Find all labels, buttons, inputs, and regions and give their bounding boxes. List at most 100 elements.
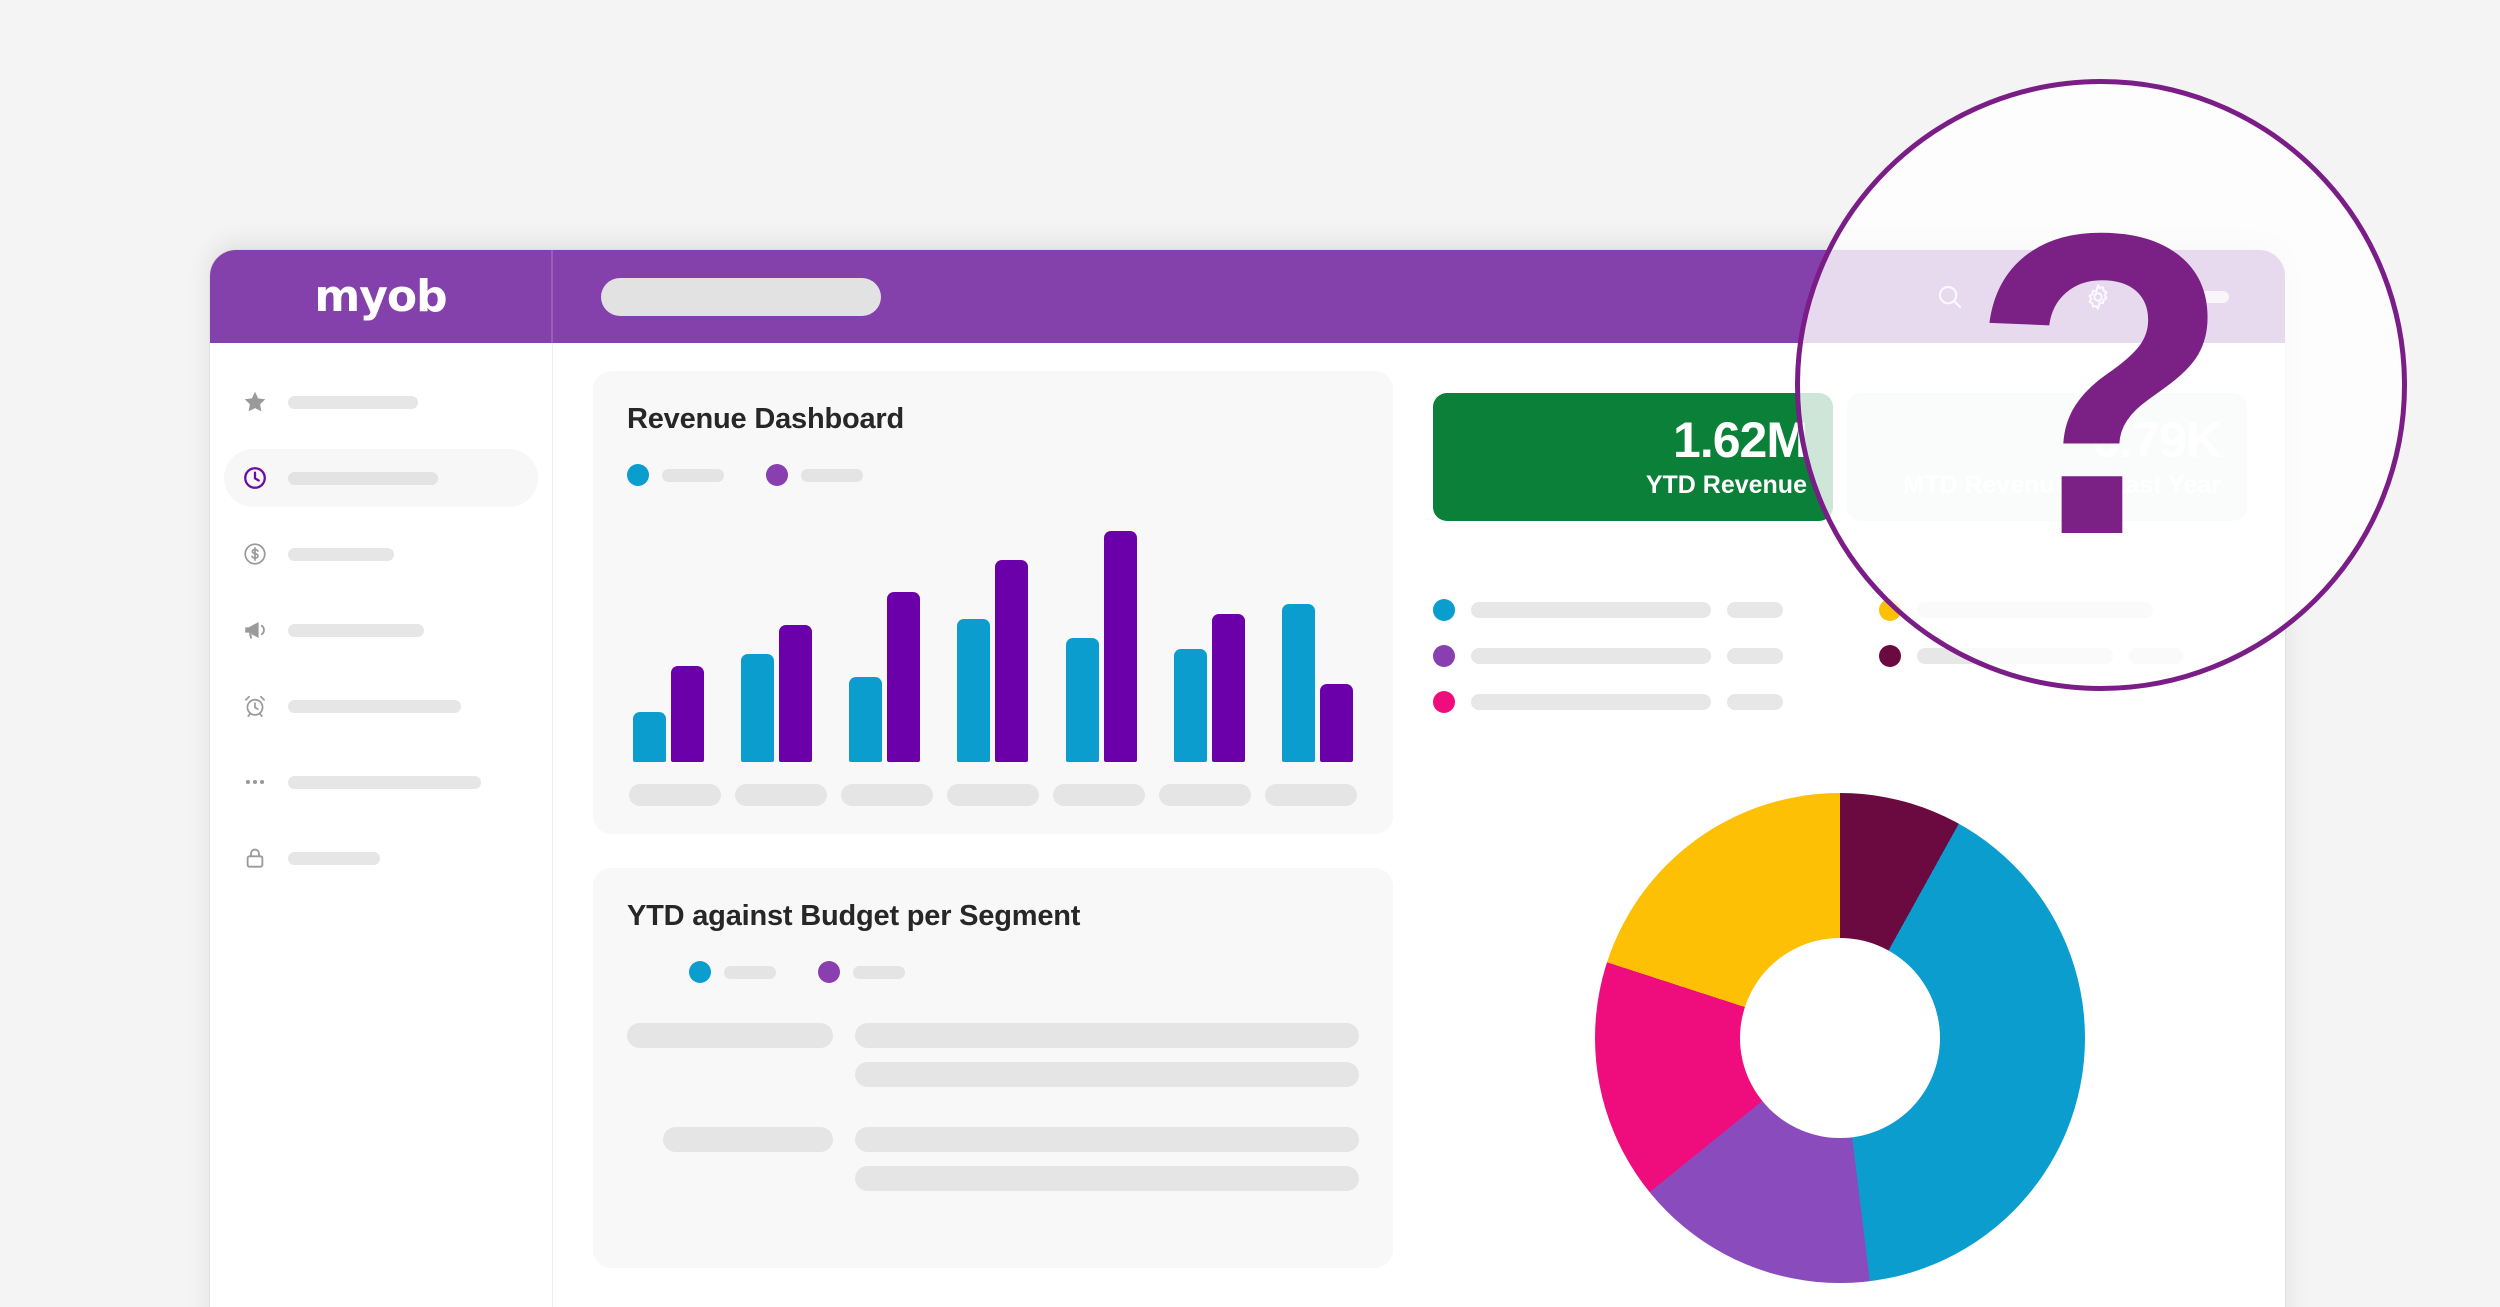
legend-columns (1433, 599, 2247, 737)
bar-budget[interactable] (671, 666, 704, 762)
legend-name (1471, 694, 1711, 710)
gear-icon[interactable] (2083, 282, 2113, 312)
legend-name (1917, 648, 2113, 664)
sidebar-item-billing[interactable] (224, 525, 538, 583)
sidebar-item-label (288, 547, 394, 561)
budget-chart-legend (627, 961, 1359, 983)
budget-track (855, 1166, 1359, 1191)
sidebar-item-label (288, 775, 481, 789)
segment-label-spacer (627, 1062, 833, 1087)
bar-actual[interactable] (1281, 604, 1315, 762)
clock-icon (242, 465, 268, 491)
app-window: myob (210, 250, 2285, 1307)
bar-group[interactable] (849, 592, 921, 762)
legend-list-item[interactable] (1433, 691, 1801, 713)
bar-group[interactable] (741, 625, 813, 762)
page-title: Revenue Dashboard (627, 403, 905, 435)
budget-row[interactable] (627, 1023, 1359, 1087)
bar-budget[interactable] (1211, 614, 1245, 762)
segment-label (663, 1127, 833, 1152)
legend-list-item[interactable] (1433, 599, 1801, 621)
bar-actual[interactable] (633, 712, 666, 762)
bar-actual[interactable] (1173, 649, 1207, 762)
legend-swatch (1879, 645, 1901, 667)
x-axis-tick (1159, 784, 1251, 806)
budget-track (855, 1062, 1359, 1087)
bar-group[interactable] (1065, 531, 1137, 762)
legend-swatch (1433, 645, 1455, 667)
bar-actual[interactable] (957, 619, 991, 762)
bar-actual[interactable] (741, 654, 775, 762)
left-column: Revenue Dashboard (593, 371, 1393, 1307)
bar-budget[interactable] (995, 560, 1029, 762)
brand-block[interactable]: myob (210, 250, 553, 343)
sidebar-item-label (288, 851, 380, 865)
kpi-card-mtd-revenue[interactable]: 0.79K MTD Revenue vs Last Year (1847, 393, 2247, 521)
x-axis-tick (1265, 784, 1357, 806)
search-icon[interactable] (1935, 282, 1965, 312)
sidebar-item-more[interactable] (224, 753, 538, 811)
ytd-budget-title: YTD against Budget per Segment (627, 900, 1081, 932)
bell-icon[interactable] (2009, 282, 2039, 312)
legend-item[interactable] (627, 464, 724, 486)
sidebar-item-favourites[interactable] (224, 373, 538, 431)
legend-swatch (1433, 691, 1455, 713)
top-bar: myob (210, 250, 2285, 343)
legend-name (1471, 648, 1711, 664)
sidebar-item-security[interactable] (224, 829, 538, 887)
legend-list-item[interactable] (1433, 645, 1801, 667)
kpi-label: YTD Revenue (1645, 470, 1807, 499)
sidebar-item-reminders[interactable] (224, 677, 538, 735)
sidebar-item-label (288, 699, 461, 713)
top-bar-right (553, 250, 2285, 343)
legend-swatch (1879, 599, 1901, 621)
revenue-bar-chart (627, 512, 1359, 762)
bar-group[interactable] (957, 560, 1029, 762)
alarm-clock-icon (242, 693, 268, 719)
legend-list-item[interactable] (1879, 599, 2247, 621)
legend-swatch (1433, 599, 1455, 621)
search-input[interactable] (601, 277, 881, 316)
legend-item[interactable] (766, 464, 863, 486)
legend-label (853, 965, 905, 979)
bar-actual[interactable] (1065, 638, 1099, 762)
bar-budget[interactable] (1319, 684, 1353, 762)
kpi-card-ytd-revenue[interactable]: 1.62M YTD Revenue (1433, 393, 1833, 521)
legend-item[interactable] (818, 961, 905, 983)
legend-swatch (627, 464, 649, 486)
segment-label-spacer (627, 1166, 833, 1191)
revenue-donut-chart[interactable] (1595, 793, 2085, 1283)
actual-track (855, 1127, 1359, 1152)
star-icon (242, 389, 268, 415)
myob-logo: myob (314, 270, 447, 322)
legend-list-item[interactable] (1879, 645, 2247, 667)
revenue-chart-legend (627, 464, 1359, 486)
bar-actual[interactable] (849, 677, 883, 762)
legend-value (1727, 602, 1783, 618)
legend-swatch (766, 464, 788, 486)
bar-budget[interactable] (887, 592, 921, 762)
user-account-pill[interactable] (2157, 290, 2229, 303)
x-axis-tick (1053, 784, 1145, 806)
kpi-value: 1.62M (1673, 412, 1808, 469)
sidebar-item-label (288, 471, 438, 485)
bar-group[interactable] (1281, 604, 1353, 762)
legend-column-left (1433, 599, 1801, 737)
budget-row[interactable] (627, 1127, 1359, 1191)
donut-center-hole (1740, 938, 1940, 1138)
bar-group[interactable] (633, 666, 704, 762)
bar-group[interactable] (1173, 614, 1245, 762)
legend-name (1471, 602, 1711, 618)
x-axis-tick (947, 784, 1039, 806)
sidebar (210, 343, 553, 1307)
bar-budget[interactable] (1103, 531, 1137, 762)
legend-label (724, 965, 776, 979)
sidebar-item-announcements[interactable] (224, 601, 538, 659)
legend-item[interactable] (689, 961, 776, 983)
bar-chart-x-axis (627, 784, 1359, 806)
sidebar-item-recent[interactable] (224, 449, 538, 507)
x-axis-tick (841, 784, 933, 806)
bar-budget[interactable] (779, 625, 813, 762)
legend-swatch (689, 961, 711, 983)
